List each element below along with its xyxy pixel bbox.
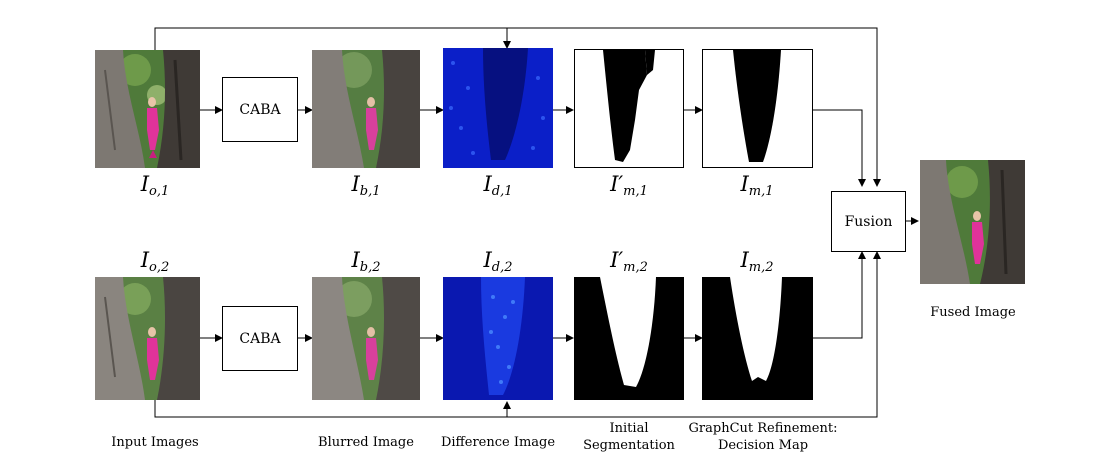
blurred-image-2 bbox=[312, 277, 420, 400]
fused-image bbox=[920, 160, 1025, 284]
symbol-id1: Id,1 bbox=[483, 172, 513, 199]
blurred-image-1 bbox=[312, 50, 420, 168]
symbol-im2-prime: I′m,2 bbox=[610, 248, 648, 275]
symbol-im1: Im,1 bbox=[740, 172, 774, 199]
symbol-io1: Io,1 bbox=[140, 172, 170, 199]
caption-graphcut-line1: GraphCut Refinement: bbox=[688, 421, 838, 436]
symbol-id2: Id,2 bbox=[483, 248, 513, 275]
input-image-2 bbox=[95, 277, 200, 400]
decision-map-2 bbox=[702, 277, 813, 400]
caption-difference: Difference Image bbox=[440, 435, 556, 450]
symbol-io2: Io,2 bbox=[140, 248, 170, 275]
symbol-im1-prime: I′m,1 bbox=[610, 172, 648, 199]
symbol-ib1: Ib,1 bbox=[351, 172, 381, 199]
symbol-ib2: Ib,2 bbox=[351, 248, 381, 275]
difference-image-1 bbox=[443, 48, 553, 168]
bypass-input2-to-fusion bbox=[154, 251, 881, 418]
difference-image-2 bbox=[443, 277, 553, 400]
caption-graphcut-line2: Decision Map bbox=[717, 438, 809, 453]
caba-label-top: CABA bbox=[239, 101, 281, 118]
caba-box-bottom: CABA bbox=[222, 306, 298, 371]
caption-initial: Initial Segmentation bbox=[583, 420, 675, 454]
symbol-im2: Im,2 bbox=[740, 248, 774, 275]
bypass-input1-to-fusion bbox=[154, 27, 881, 187]
arrow-map1-to-fusion bbox=[813, 109, 866, 187]
initial-segmentation-2 bbox=[574, 277, 684, 400]
caption-input: Input Images bbox=[111, 435, 199, 450]
caption-blurred: Blurred Image bbox=[318, 435, 414, 450]
initial-segmentation-1 bbox=[574, 49, 684, 168]
caption-initial-line2: Segmentation bbox=[583, 438, 675, 453]
caption-initial-line1: Initial bbox=[609, 421, 649, 436]
caption-fused: Fused Image bbox=[930, 305, 1016, 320]
input-image-1 bbox=[95, 50, 200, 168]
caba-label-bottom: CABA bbox=[239, 330, 281, 347]
caption-graphcut: GraphCut Refinement: Decision Map bbox=[689, 420, 838, 454]
fusion-box: Fusion bbox=[831, 191, 906, 252]
caba-box-top: CABA bbox=[222, 77, 298, 142]
fusion-label: Fusion bbox=[844, 213, 893, 230]
decision-map-1 bbox=[702, 49, 813, 168]
arrow-map2-to-fusion bbox=[813, 251, 866, 339]
